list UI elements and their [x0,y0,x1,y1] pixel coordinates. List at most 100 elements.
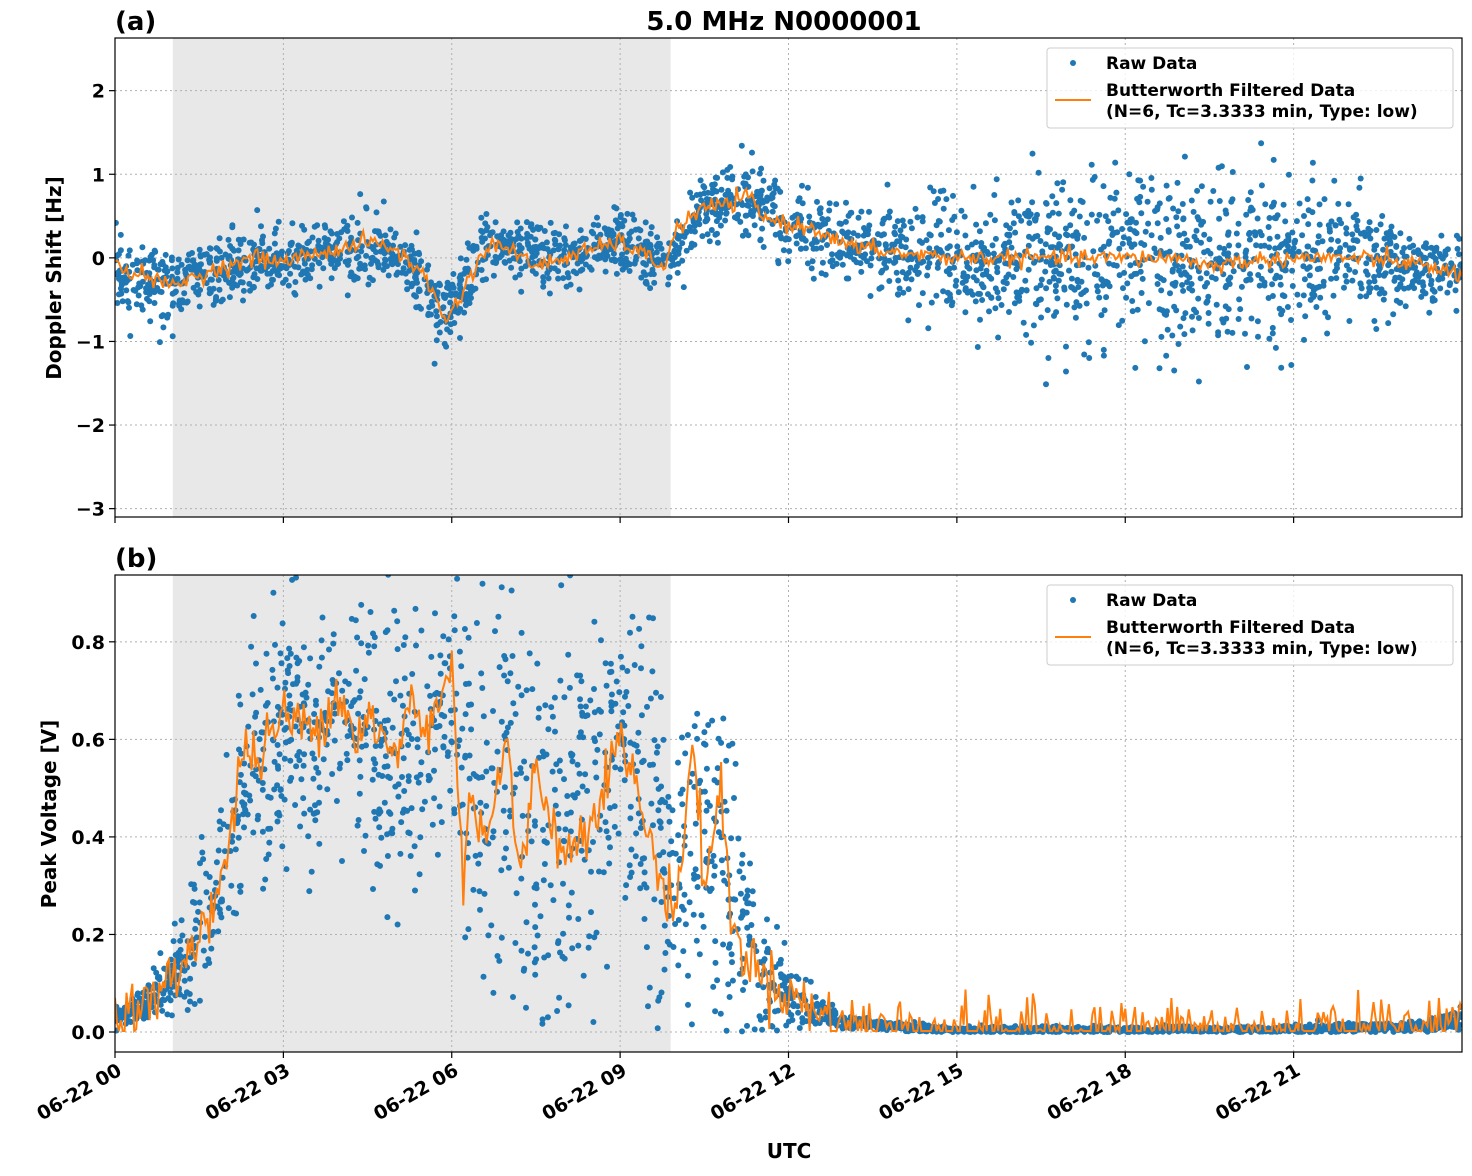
raw-data-point [705,190,711,196]
raw-data-point [557,678,563,684]
raw-data-point [627,815,633,821]
raw-data-point [606,861,612,867]
raw-data-point [1236,296,1242,302]
raw-data-point [382,232,388,238]
raw-data-point [1101,347,1107,353]
raw-data-point [230,276,236,282]
raw-data-point [152,249,158,255]
raw-data-point [258,223,264,229]
raw-data-point [451,810,457,816]
raw-data-point [1346,318,1352,324]
raw-data-point [682,892,688,898]
raw-data-point [126,305,132,311]
x-tick-label: 06-22 06 [370,1059,462,1125]
raw-data-point [187,999,193,1005]
raw-data-point [1049,259,1055,265]
raw-data-point [662,967,668,973]
raw-data-point [713,211,719,217]
raw-data-point [455,310,461,316]
raw-data-point [446,286,452,292]
raw-data-point [279,265,285,271]
raw-data-point [1181,231,1187,237]
raw-data-point [627,862,633,868]
raw-data-point [176,257,182,263]
raw-data-point [422,799,428,805]
raw-data-point [521,759,527,765]
raw-data-point [1381,297,1387,303]
raw-data-point [894,270,900,276]
raw-data-point [1095,288,1101,294]
raw-data-point [618,212,624,218]
raw-data-point [782,940,788,946]
raw-data-point [412,843,418,849]
raw-data-point [172,921,178,927]
raw-data-point [666,275,672,281]
raw-data-point [900,234,906,240]
raw-data-point [267,826,273,832]
raw-data-point [1377,291,1383,297]
raw-data-point [758,237,764,243]
raw-data-point [550,769,556,775]
raw-data-point [977,317,983,323]
raw-data-point [987,212,993,218]
raw-data-point [1247,237,1253,243]
raw-data-point [1181,215,1187,221]
raw-data-point [276,219,282,225]
raw-data-point [740,912,746,918]
raw-data-point [163,252,169,258]
raw-data-point [920,214,926,220]
raw-data-point [590,1019,596,1025]
raw-data-point [627,874,633,880]
raw-data-point [403,271,409,277]
raw-data-point [544,239,550,245]
raw-data-point [1305,244,1311,250]
raw-data-point [1243,248,1249,254]
raw-data-point [1422,267,1428,273]
raw-data-point [1094,283,1100,289]
raw-data-point [1170,206,1176,212]
raw-data-point [1029,199,1035,205]
raw-data-point [552,238,558,244]
raw-data-point [1226,229,1232,235]
raw-data-point [446,636,452,642]
raw-data-point [158,261,164,267]
raw-data-point [654,249,660,255]
raw-data-point [1182,310,1188,316]
raw-data-point [735,212,741,218]
raw-data-point [462,626,468,632]
raw-data-point [1176,268,1182,274]
raw-data-point [272,241,278,247]
raw-data-point [545,246,551,252]
raw-data-point [1236,316,1242,322]
raw-data-point [264,651,270,657]
raw-data-point [435,322,441,328]
raw-data-point [582,771,588,777]
raw-data-point [642,916,648,922]
raw-data-point [172,290,178,296]
raw-data-point [1248,189,1254,195]
raw-data-point [1124,280,1130,286]
raw-data-point [1388,269,1394,275]
raw-data-point [740,875,746,881]
raw-data-point [1004,232,1010,238]
raw-data-point [287,758,293,764]
raw-data-point [1056,211,1062,217]
raw-data-point [590,230,596,236]
raw-data-point [268,282,274,288]
raw-data-point [938,232,944,238]
raw-data-point [747,861,753,867]
raw-data-point [739,1028,745,1034]
raw-data-point [698,197,704,203]
raw-data-point [119,279,125,285]
raw-data-point [1223,303,1229,309]
raw-data-point [740,987,746,993]
raw-data-point [1189,314,1195,320]
raw-data-point [478,215,484,221]
raw-data-point [1205,294,1211,300]
raw-data-point [260,829,266,835]
raw-data-point [414,229,420,235]
raw-data-point [493,219,499,225]
raw-data-point [1194,228,1200,234]
raw-data-point [962,214,968,220]
raw-data-point [548,882,554,888]
